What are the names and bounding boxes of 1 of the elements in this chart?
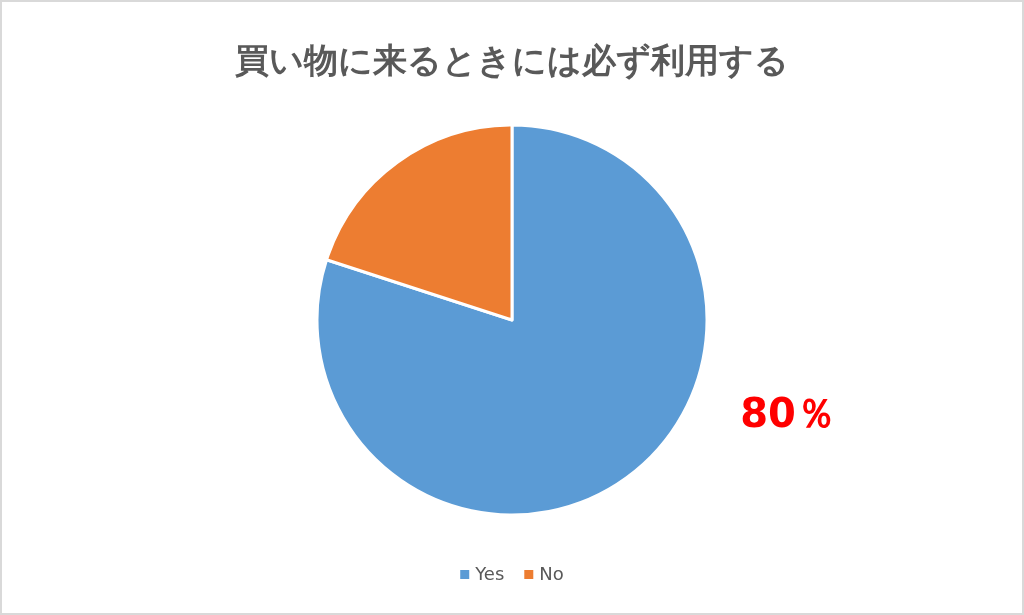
title: 買い物に来るときには必ず利用する [235,40,789,80]
